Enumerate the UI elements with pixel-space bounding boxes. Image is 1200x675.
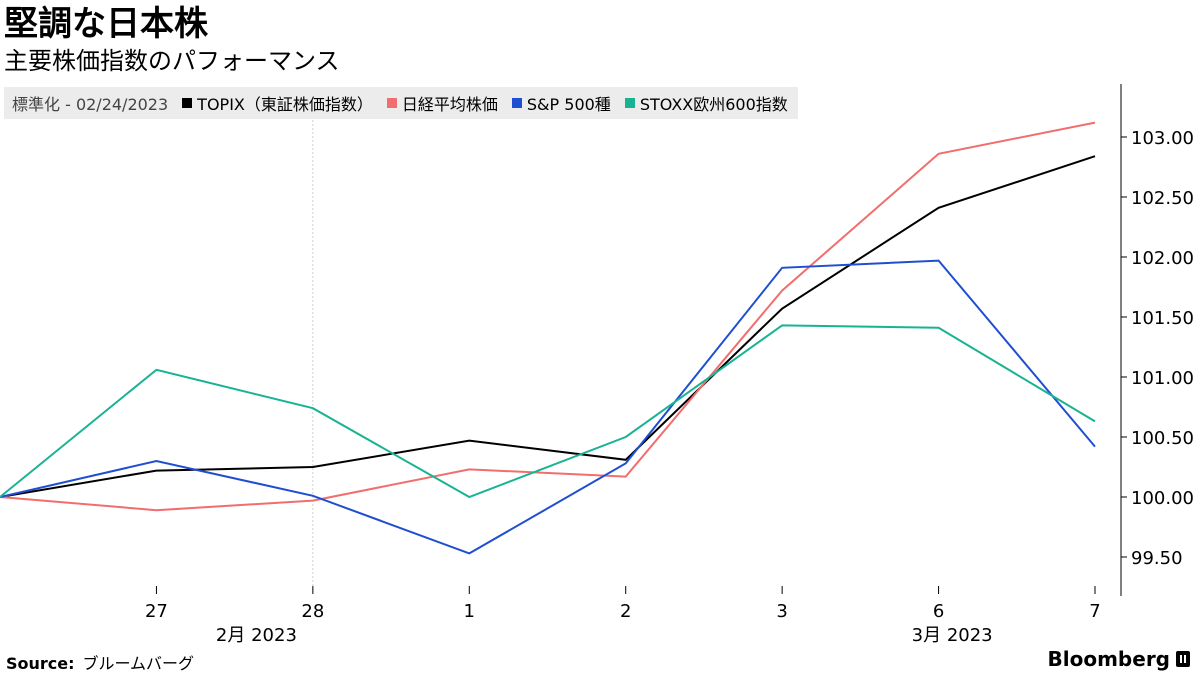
legend-swatch-sp500 bbox=[511, 98, 522, 108]
legend-label-stoxx600: STOXX欧州600指数 bbox=[639, 95, 788, 114]
series-line-1 bbox=[0, 121, 1096, 512]
legend-label-topix: TOPIX（東証株価指数） bbox=[197, 95, 373, 114]
x-axis: 27 28 1 2 3 6 7 2月 2023 3月 2023 bbox=[145, 586, 1101, 646]
bloomberg-terminal-icon bbox=[1176, 651, 1190, 667]
legend-item-stoxx600: STOXX欧州600指数 bbox=[624, 91, 788, 115]
legend-swatch-nikkei bbox=[386, 98, 397, 108]
x-tick-label: 2 bbox=[620, 601, 631, 622]
chart-subtitle: 主要株価指数のパフォーマンス bbox=[4, 47, 340, 75]
series-line-3 bbox=[0, 324, 1096, 499]
y-tick-label: 99.50 bbox=[1131, 548, 1183, 569]
y-axis: 99.50 100.00 100.50 101.00 101.50 102.00 102.5… bbox=[1120, 84, 1194, 596]
x-group-label: 2月 2023 bbox=[216, 625, 297, 646]
y-tick-label: 102.00 bbox=[1131, 248, 1194, 269]
legend-label-nikkei: 日経平均株価 bbox=[401, 95, 498, 114]
series-line-0 bbox=[0, 155, 1096, 498]
legend-item-topix: TOPIX（東証株価指数） bbox=[182, 91, 373, 115]
source-text: ブルームバーグ bbox=[82, 654, 195, 673]
x-tick-label: 3 bbox=[776, 601, 787, 622]
legend-swatch-topix bbox=[182, 98, 193, 108]
y-tick-label: 102.50 bbox=[1131, 188, 1194, 209]
series-lines bbox=[0, 121, 1096, 555]
x-tick-label: 1 bbox=[464, 601, 475, 622]
x-tick-label: 7 bbox=[1089, 601, 1100, 622]
series-line-2 bbox=[0, 259, 1096, 555]
legend: 標準化 - 02/24/2023 TOPIX（東証株価指数） 日経平均株価 S&… bbox=[4, 87, 798, 119]
x-tick-label: 27 bbox=[145, 601, 168, 622]
source-label: Source: bbox=[6, 654, 75, 673]
y-tick-label: 101.50 bbox=[1131, 308, 1194, 329]
source-note: Source: ブルームバーグ bbox=[6, 650, 194, 674]
y-tick-label: 101.00 bbox=[1131, 368, 1194, 389]
legend-item-sp500: S&P 500種 bbox=[511, 91, 611, 115]
legend-label-sp500: S&P 500種 bbox=[526, 95, 611, 114]
x-tick-label: 6 bbox=[933, 601, 944, 622]
bloomberg-logo: Bloomberg bbox=[1048, 647, 1190, 671]
legend-swatch-stoxx600 bbox=[624, 98, 635, 108]
chart-title: 堅調な日本株 bbox=[4, 4, 208, 44]
legend-item-nikkei: 日経平均株価 bbox=[386, 91, 498, 115]
legend-normalization-label: 標準化 - 02/24/2023 bbox=[12, 95, 169, 114]
y-tick-label: 100.50 bbox=[1131, 428, 1194, 449]
brand-name: Bloomberg bbox=[1047, 647, 1170, 671]
y-tick-label: 100.00 bbox=[1131, 488, 1194, 509]
y-tick-label: 103.00 bbox=[1131, 128, 1194, 149]
x-group-label: 3月 2023 bbox=[912, 625, 993, 646]
x-tick-label: 28 bbox=[301, 601, 324, 622]
